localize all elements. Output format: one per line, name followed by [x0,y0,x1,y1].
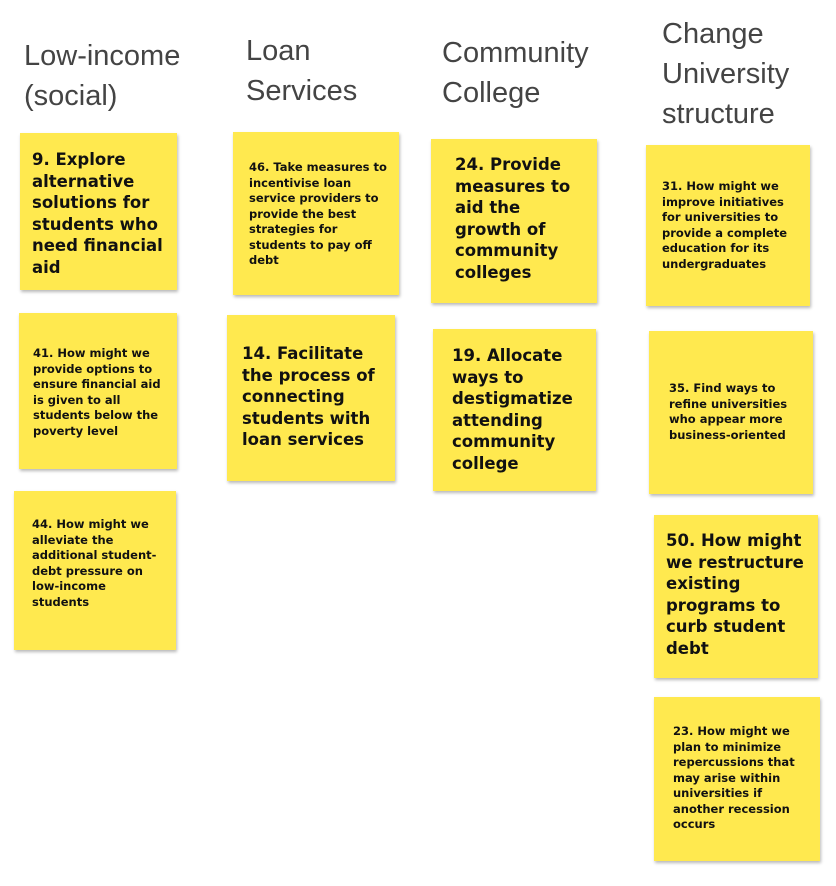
sticky-note-text: 44. How might we alleviate the additiona… [32,517,157,609]
sticky-note[interactable]: 46. Take measures to incentivise loan se… [233,132,399,295]
sticky-note-text: 19. Allocate ways to destigmatize attend… [452,346,573,473]
sticky-note-text: 24. Provide measures to aid the growth o… [455,155,571,282]
sticky-note[interactable]: 35. Find ways to refine universities who… [649,331,813,494]
sticky-note-text: 14. Facilitate the process of connecting… [242,344,375,449]
column-heading-change-university-structure: Change University structure [662,18,790,130]
column-heading-loan-services: Loan Services [246,35,358,107]
sticky-note[interactable]: 44. How might we alleviate the additiona… [14,491,176,650]
column-heading-community-college: Community College [442,37,589,109]
sticky-note-text: 50. How might we restructure existing pr… [666,531,804,658]
sticky-note[interactable]: 24. Provide measures to aid the growth o… [431,139,597,303]
sticky-note-text: 23. How might we plan to minimize reperc… [673,724,795,831]
sticky-note[interactable]: 9. Explore alternative solutions for stu… [20,133,177,290]
sticky-note[interactable]: 50. How might we restructure existing pr… [654,515,818,678]
sticky-note[interactable]: 19. Allocate ways to destigmatize attend… [433,329,596,491]
sticky-note[interactable]: 31. How might we improve initiatives for… [646,145,810,306]
sticky-note-text: 31. How might we improve initiatives for… [662,179,788,271]
sticky-note-text: 46. Take measures to incentivise loan se… [249,160,387,267]
sticky-note[interactable]: 14. Facilitate the process of connecting… [227,315,395,481]
sticky-note-text: 35. Find ways to refine universities who… [669,381,788,442]
column-heading-low-income: Low-income (social) [24,40,181,112]
sticky-note-text: 9. Explore alternative solutions for stu… [32,150,163,277]
sticky-note-text: 41. How might we provide options to ensu… [33,346,161,438]
sticky-note[interactable]: 41. How might we provide options to ensu… [19,313,177,469]
sticky-note[interactable]: 23. How might we plan to minimize reperc… [654,697,820,861]
